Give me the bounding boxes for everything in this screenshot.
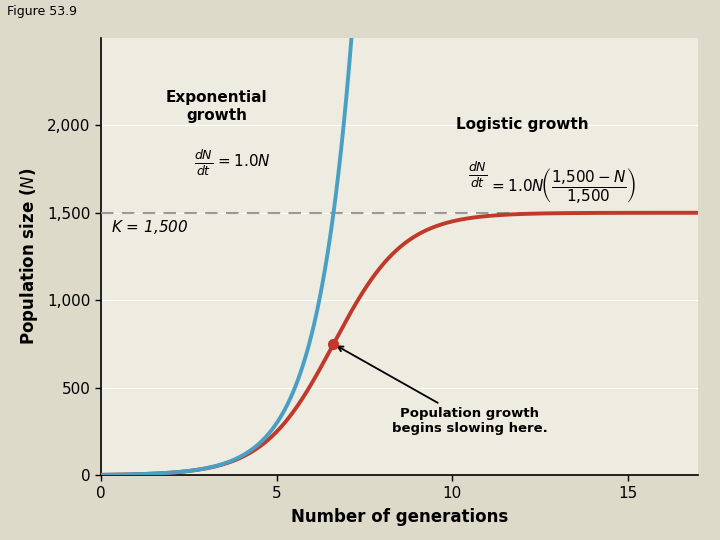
Text: $\frac{dN}{dt}$: $\frac{dN}{dt}$: [194, 148, 213, 178]
Y-axis label: Population size ($\mathit{N}$): Population size ($\mathit{N}$): [18, 168, 40, 345]
Text: Logistic growth: Logistic growth: [456, 117, 589, 132]
Text: $= 1.0N$: $= 1.0N$: [215, 153, 271, 169]
Text: $K$ = 1,500: $K$ = 1,500: [112, 218, 189, 236]
Text: Population growth
begins slowing here.: Population growth begins slowing here.: [338, 346, 548, 435]
Text: $= 1.0N\!\left(\dfrac{1{,}500 - N}{1{,}500}\right)$: $= 1.0N\!\left(\dfrac{1{,}500 - N}{1{,}5…: [490, 166, 636, 205]
Text: $\frac{dN}{dt}$: $\frac{dN}{dt}$: [468, 160, 487, 190]
Text: Figure 53.9: Figure 53.9: [7, 5, 77, 18]
X-axis label: Number of generations: Number of generations: [291, 508, 508, 525]
Text: Exponential
growth: Exponential growth: [166, 90, 268, 123]
